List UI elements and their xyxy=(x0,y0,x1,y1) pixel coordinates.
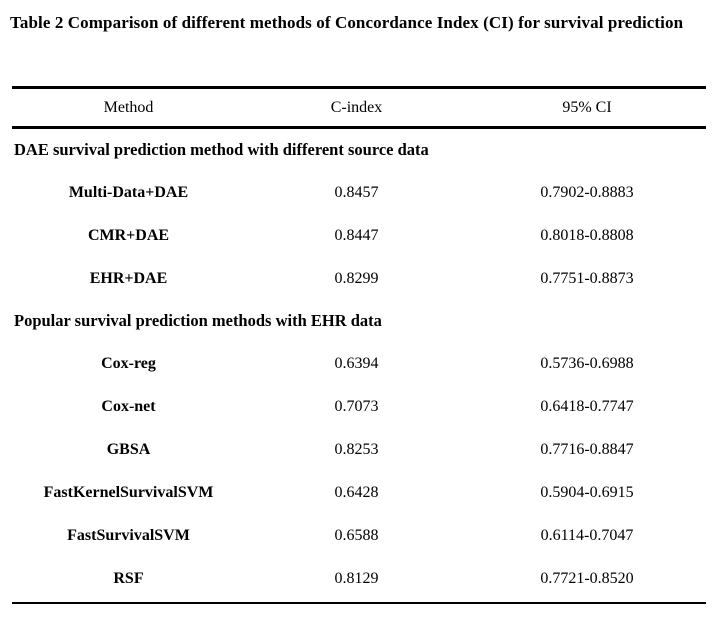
method-cell: Multi-Data+DAE xyxy=(68,183,189,201)
table-row: FastSurvivalSVM 0.6588 0.6114-0.7047 xyxy=(12,514,706,557)
cindex-cell: 0.8457 xyxy=(334,183,379,201)
table-row: Cox-reg 0.6394 0.5736-0.6988 xyxy=(12,342,706,385)
table-body: DAE survival prediction method with diff… xyxy=(12,129,706,602)
section-header-row: DAE survival prediction method with diff… xyxy=(12,129,706,171)
method-cell: GBSA xyxy=(106,440,151,458)
method-cell: EHR+DAE xyxy=(89,269,168,287)
ci-cell: 0.7902-0.8883 xyxy=(540,183,634,201)
cindex-cell: 0.8253 xyxy=(334,440,379,458)
cindex-cell: 0.7073 xyxy=(334,397,379,415)
table-row: Multi-Data+DAE 0.8457 0.7902-0.8883 xyxy=(12,171,706,214)
ci-cell: 0.5736-0.6988 xyxy=(540,354,634,372)
table-row: RSF 0.8129 0.7721-0.8520 xyxy=(12,557,706,600)
ci-cell: 0.5904-0.6915 xyxy=(540,483,634,501)
column-header-95ci: 95% CI xyxy=(562,98,612,116)
ci-cell: 0.6114-0.7047 xyxy=(540,526,634,544)
ci-cell: 0.7716-0.8847 xyxy=(540,440,634,458)
section-header-label: Popular survival prediction methods with… xyxy=(14,311,382,330)
comparison-table: Method C-index 95% CI DAE survival predi… xyxy=(12,86,706,604)
section-header-label: DAE survival prediction method with diff… xyxy=(14,140,429,159)
ci-cell: 0.6418-0.7747 xyxy=(540,397,634,415)
cindex-cell: 0.8299 xyxy=(334,269,379,287)
method-cell: Cox-reg xyxy=(101,354,156,372)
method-cell: FastKernelSurvivalSVM xyxy=(43,483,214,501)
cindex-cell: 0.8447 xyxy=(334,226,379,244)
table-header-row: Method C-index 95% CI xyxy=(12,89,706,129)
method-cell: RSF xyxy=(113,569,144,587)
table-row: GBSA 0.8253 0.7716-0.8847 xyxy=(12,428,706,471)
ci-cell: 0.7721-0.8520 xyxy=(540,569,634,587)
method-cell: FastSurvivalSVM xyxy=(67,526,190,544)
table-row: CMR+DAE 0.8447 0.8018-0.8808 xyxy=(12,214,706,257)
table-row: EHR+DAE 0.8299 0.7751-0.8873 xyxy=(12,257,706,300)
table-row: Cox-net 0.7073 0.6418-0.7747 xyxy=(12,385,706,428)
cindex-cell: 0.6428 xyxy=(334,483,379,501)
column-header-cindex: C-index xyxy=(330,98,383,116)
cindex-cell: 0.6588 xyxy=(334,526,379,544)
ci-cell: 0.7751-0.8873 xyxy=(540,269,634,287)
section-header-row: Popular survival prediction methods with… xyxy=(12,300,706,342)
column-header-method: Method xyxy=(103,98,154,116)
method-cell: Cox-net xyxy=(101,397,156,415)
method-cell: CMR+DAE xyxy=(87,226,170,244)
cindex-cell: 0.8129 xyxy=(334,569,379,587)
table-caption: Table 2 Comparison of different methods … xyxy=(10,13,684,32)
table-row: FastKernelSurvivalSVM 0.6428 0.5904-0.69… xyxy=(12,471,706,514)
ci-cell: 0.8018-0.8808 xyxy=(540,226,634,244)
cindex-cell: 0.6394 xyxy=(334,354,379,372)
